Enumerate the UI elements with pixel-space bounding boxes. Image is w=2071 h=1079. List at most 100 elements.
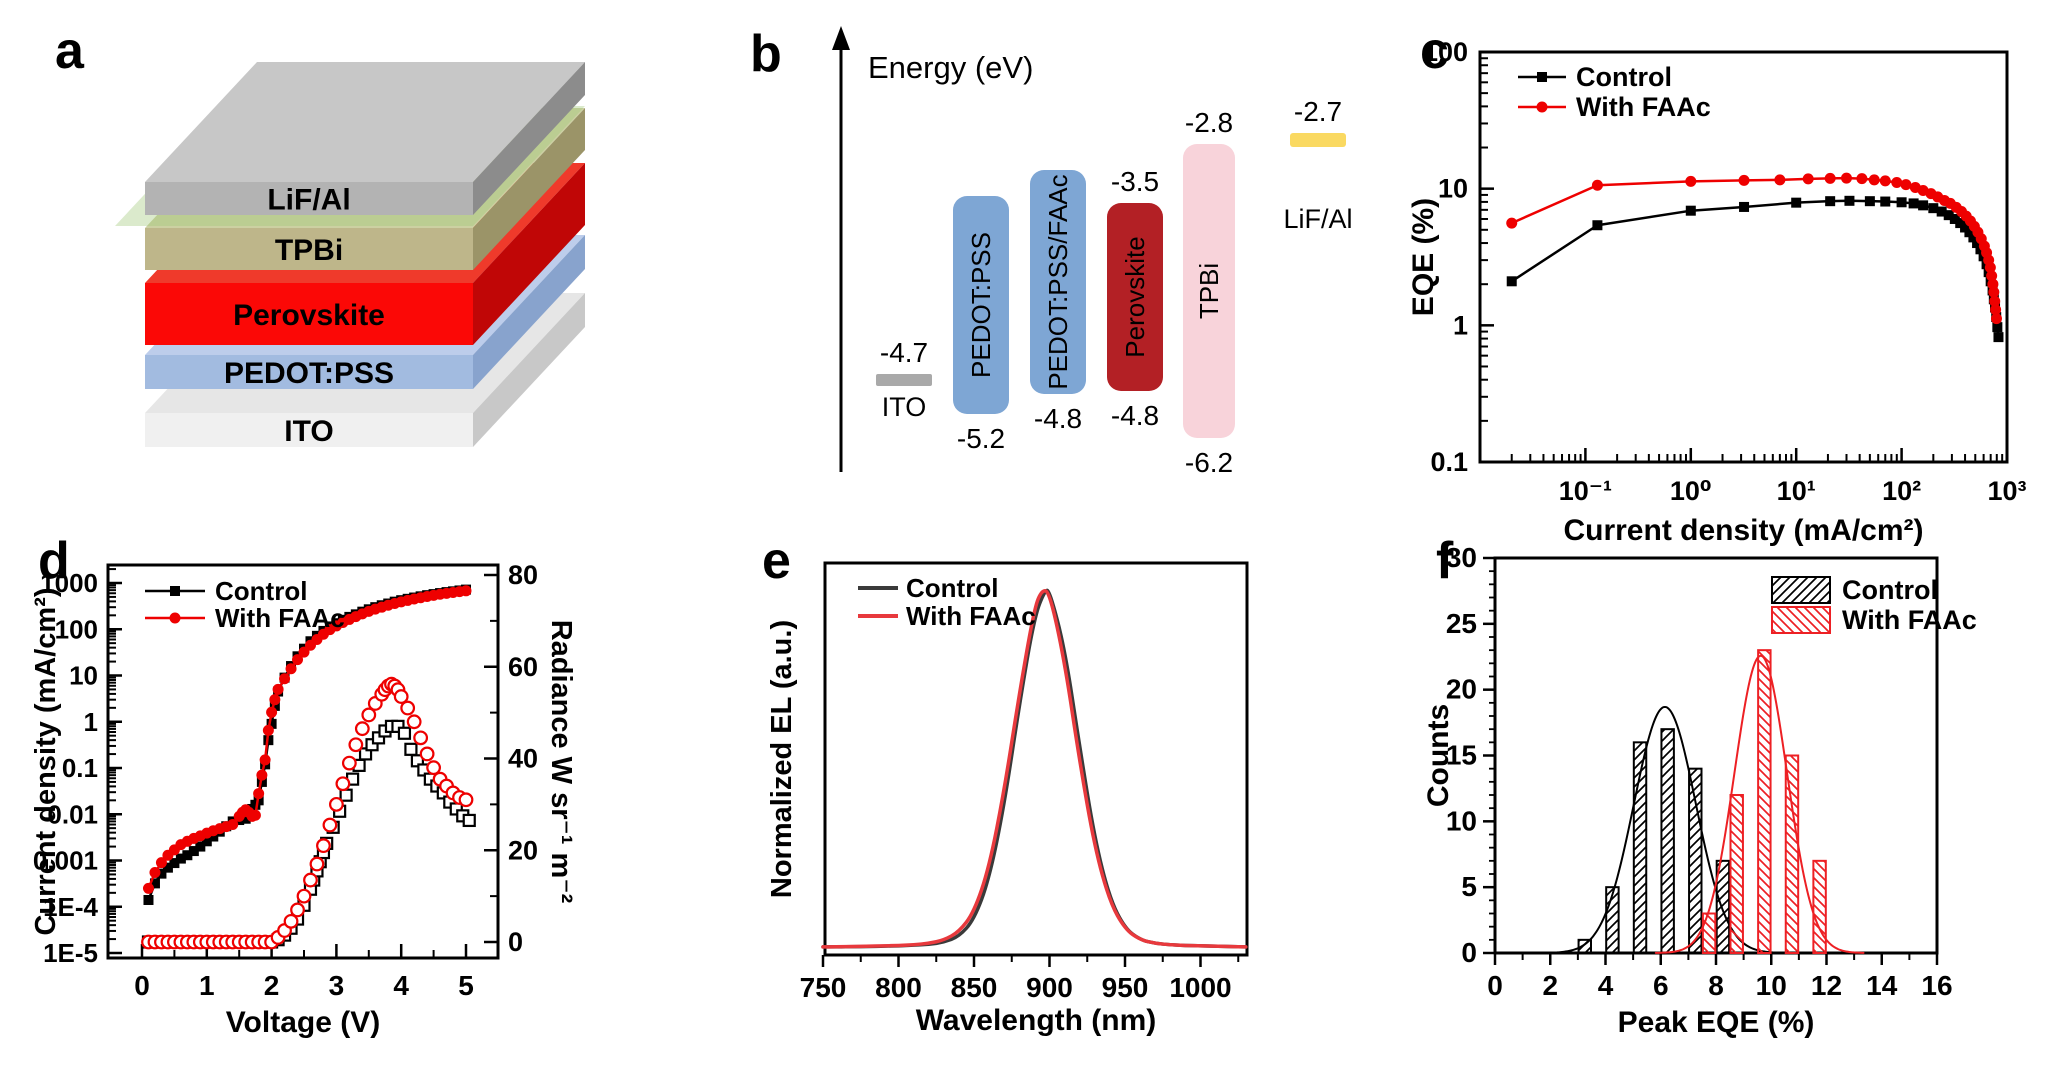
open-square-marker [404, 742, 418, 756]
square-marker [1825, 196, 1836, 207]
x-tick-label: 10² [1882, 476, 1921, 506]
x-tick-label: 2 [264, 970, 280, 1001]
energy-level-name: Perovskite [1120, 236, 1150, 357]
layer-front-face [145, 355, 473, 389]
energy-level-name: PEDOT:PSS [966, 232, 996, 378]
x-tick-label: 4 [393, 970, 409, 1001]
hist-bar [1757, 649, 1772, 955]
circle-marker [1738, 174, 1750, 186]
hist-series-with-faac [1654, 649, 1865, 955]
energy-level-ito: -4.7 ITO [876, 337, 932, 422]
circle-marker [1856, 173, 1868, 185]
hist-bar [1715, 859, 1731, 954]
open-circle-marker [419, 746, 435, 762]
y-axis-title: Normalized EL (a.u.) [766, 620, 798, 898]
layer-side-face [473, 163, 585, 345]
open-square-marker [339, 788, 353, 802]
circle-marker [269, 694, 281, 706]
x-tick-label: 900 [1026, 972, 1073, 1003]
open-circle-marker [348, 737, 364, 753]
energy-level-pedot-pss: -5.2 PEDOT:PSS [953, 196, 1009, 454]
square-marker [1972, 238, 1983, 249]
legend-swatch [1771, 606, 1831, 634]
square-marker [1506, 276, 1517, 287]
series-curve [821, 589, 1248, 949]
circle-marker [1506, 217, 1518, 229]
open-square-marker [397, 726, 412, 740]
circle-marker [1536, 101, 1548, 113]
open-circle-marker [400, 700, 416, 716]
square-marker [208, 831, 219, 842]
layer-name-label: ITO [284, 415, 333, 448]
circle-marker [1824, 172, 1836, 184]
circle-marker [1990, 304, 2002, 316]
open-circle-marker [354, 721, 370, 737]
square-marker [188, 846, 199, 857]
x-tick-label: 10⁰ [1670, 476, 1712, 506]
circle-marker [285, 663, 297, 675]
square-marker [1949, 213, 1960, 224]
open-square-marker [462, 813, 476, 828]
layer-name-label: Perovskite [233, 299, 385, 332]
square-marker [1918, 200, 1929, 211]
circle-marker [262, 724, 274, 736]
square-marker [1928, 203, 1939, 214]
y-right-tick-label: 0 [508, 927, 523, 957]
circle-marker [1891, 176, 1903, 188]
square-marker [1992, 322, 2003, 333]
square-marker [1993, 332, 2004, 343]
x-tick-label: 950 [1102, 972, 1149, 1003]
energy-level-pedot-pss-faac: -4.8 PEDOT:PSS/FAAc [1030, 170, 1086, 434]
circle-marker [1591, 179, 1603, 191]
open-circle-marker [283, 913, 299, 929]
layer-front-face [145, 283, 473, 345]
series-line [1510, 199, 2000, 339]
circle-marker [1900, 179, 1912, 191]
legend-label: Control [215, 576, 307, 606]
gaussian-fit-curve [1540, 705, 1788, 954]
x-axis-title: Peak EQE (%) [1618, 1006, 1815, 1039]
circle-marker [1868, 174, 1880, 186]
open-circle-marker [361, 707, 377, 723]
square-marker [170, 586, 180, 596]
x-tick-label: 4 [1598, 970, 1614, 1001]
y-left-axis-title: Current density (mA/cm²) [30, 587, 62, 935]
panel-b-energy-diagram: Energy (eV) -4.7 ITO -5.2 PEDOT:PSS -4.8 PEDOT… [832, 26, 1353, 478]
layer-side-face [473, 235, 585, 389]
y-left-tick-label: 100 [55, 614, 98, 644]
panel-label-a: a [55, 22, 84, 80]
panel-label-b: b [750, 25, 782, 83]
square-marker [149, 878, 160, 889]
circle-marker [279, 673, 291, 685]
x-tick-label: 10⁻¹ [1559, 476, 1612, 506]
y-right-tick-label: 40 [508, 744, 538, 774]
hist-bar [1812, 859, 1827, 954]
y-left-tick-label: 0.1 [62, 753, 98, 783]
y-tick-label: 0 [1461, 937, 1477, 968]
circle-marker [298, 646, 310, 658]
circle-marker [1802, 173, 1814, 185]
panel-e-el-plot: 750 800 850 900 950 1000 Normalized EL (a.u.) W… [766, 561, 1249, 1037]
energy-level-name: LiF/Al [1283, 204, 1352, 234]
circle-marker [1685, 175, 1697, 187]
energy-value-label: -3.5 [1111, 166, 1159, 197]
gaussian-fit-curve [1654, 654, 1865, 954]
x-tick-label: 800 [875, 972, 922, 1003]
square-marker [1936, 206, 1947, 217]
square-marker [175, 853, 186, 864]
open-circle-marker [335, 776, 351, 792]
legend-label: With FAAc [1576, 92, 1711, 122]
series-control [821, 588, 1248, 949]
open-circle-marker [393, 689, 409, 704]
circle-marker [256, 769, 268, 781]
legend-label: Control [1576, 62, 1672, 92]
y-right-tick-label: 20 [508, 835, 538, 865]
open-circle-marker [303, 872, 318, 888]
open-circle-marker [309, 856, 325, 872]
layer-front-face [145, 182, 473, 215]
y-tick-label: 15 [1446, 740, 1477, 771]
x-tick-label: 6 [1653, 970, 1669, 1001]
